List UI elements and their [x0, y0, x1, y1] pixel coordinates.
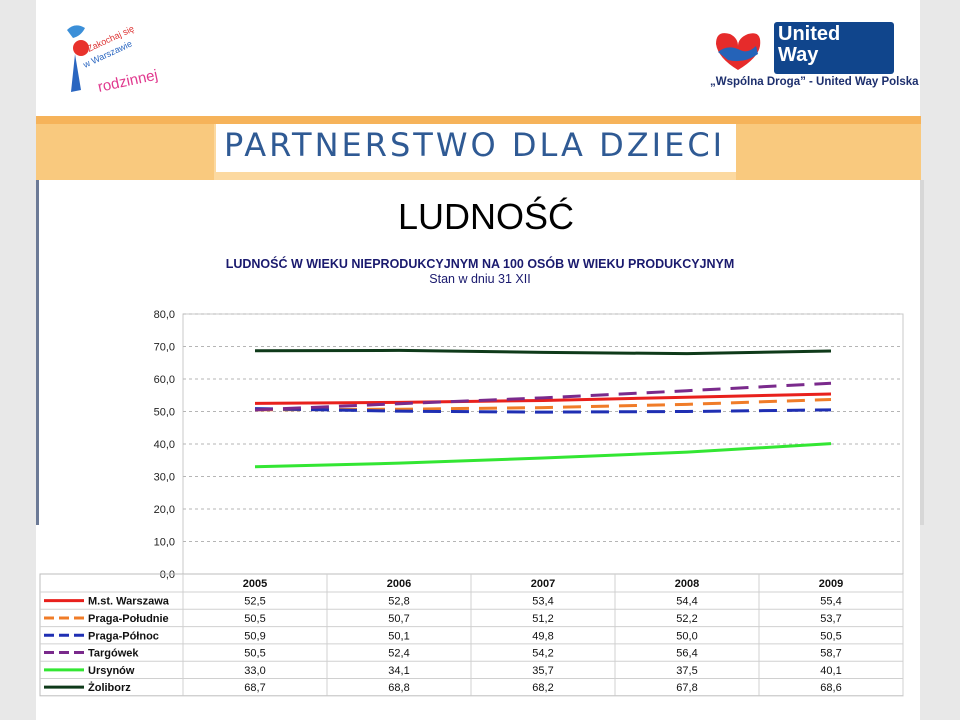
data-label: 68,7: [244, 682, 265, 694]
data-label: 50,5: [244, 648, 265, 660]
data-label: 35,7: [532, 665, 553, 677]
data-label: 58,7: [820, 648, 841, 660]
y-tick-label: 60,0: [154, 374, 175, 386]
legend-label: Ursynów: [88, 665, 135, 677]
united-way-logo: United Way „Wspólna Droga” - United Way …: [708, 20, 919, 95]
x-tick-label: 2005: [243, 578, 267, 590]
united-way-badge: [774, 22, 894, 74]
data-label: 50,5: [244, 613, 265, 625]
data-label: 52,2: [676, 613, 697, 625]
legend-label: M.st. Warszawa: [88, 596, 170, 608]
legend-label: Praga-Północ: [88, 630, 159, 642]
data-label: 68,8: [388, 682, 409, 694]
data-label: 56,4: [676, 648, 697, 660]
united-way-tagline: „Wspólna Droga” - United Way Polska: [710, 76, 919, 88]
banner-title: PARTNERSTWO DLA DZIECI: [224, 126, 726, 164]
data-label: 34,1: [388, 665, 409, 677]
page-title: LUDNOŚĆ: [398, 196, 575, 237]
chart-title: LUDNOŚĆ W WIEKU NIEPRODUKCYJNYM NA 100 O…: [225, 257, 735, 271]
y-tick-label: 0,0: [160, 569, 175, 581]
x-tick-label: 2008: [675, 578, 699, 590]
series-line-2: [254, 407, 832, 414]
partnership-banner: PARTNERSTWO DLA DZIECI: [36, 116, 921, 180]
legend-label: Żoliborz: [88, 681, 131, 694]
y-tick-label: 80,0: [154, 309, 175, 321]
data-label: 50,9: [244, 630, 265, 642]
data-label: 52,8: [388, 596, 409, 608]
data-label: 50,7: [388, 613, 409, 625]
data-label: 33,0: [244, 665, 265, 677]
y-tick-label: 70,0: [154, 342, 175, 354]
slide-frame-right: [920, 0, 960, 720]
united-way-name: United Way: [778, 23, 841, 66]
x-tick-label: 2009: [819, 578, 843, 590]
x-tick-label: 2007: [531, 578, 555, 590]
frame-edge-left: [36, 180, 39, 525]
data-label: 53,7: [820, 613, 841, 625]
series-line-5: [254, 348, 832, 356]
frame-edge-right: [920, 180, 924, 525]
data-label: 54,4: [676, 596, 697, 608]
data-label: 52,4: [388, 648, 409, 660]
series-line-4: [254, 442, 832, 469]
data-label: 50,1: [388, 630, 409, 642]
y-tick-label: 50,0: [154, 407, 175, 419]
zakochaj-logo: Zakochaj się w Warszawie rodzinnej: [55, 20, 165, 105]
y-tick-label: 30,0: [154, 472, 175, 484]
data-label: 68,6: [820, 682, 841, 694]
y-tick-label: 10,0: [154, 537, 175, 549]
data-label: 51,2: [532, 613, 553, 625]
data-label: 40,1: [820, 665, 841, 677]
data-label: 37,5: [676, 665, 697, 677]
data-label: 54,2: [532, 648, 553, 660]
x-tick-label: 2006: [387, 578, 411, 590]
legend-label: Praga-Południe: [88, 613, 169, 625]
y-tick-label: 20,0: [154, 504, 175, 516]
data-label: 67,8: [676, 682, 697, 694]
data-label: 53,4: [532, 596, 553, 608]
data-label: 52,5: [244, 596, 265, 608]
legend-label: Targówek: [88, 648, 139, 660]
data-label: 50,5: [820, 630, 841, 642]
slide-frame-left: [0, 0, 36, 720]
data-label: 55,4: [820, 596, 841, 608]
y-tick-label: 40,0: [154, 439, 175, 451]
chart-subtitle: Stan w dniu 31 XII: [429, 272, 531, 286]
series-line-0: [254, 392, 832, 405]
data-label: 50,0: [676, 630, 697, 642]
series-line-3: [254, 381, 832, 412]
data-label: 49,8: [532, 630, 553, 642]
data-label: 68,2: [532, 682, 553, 694]
